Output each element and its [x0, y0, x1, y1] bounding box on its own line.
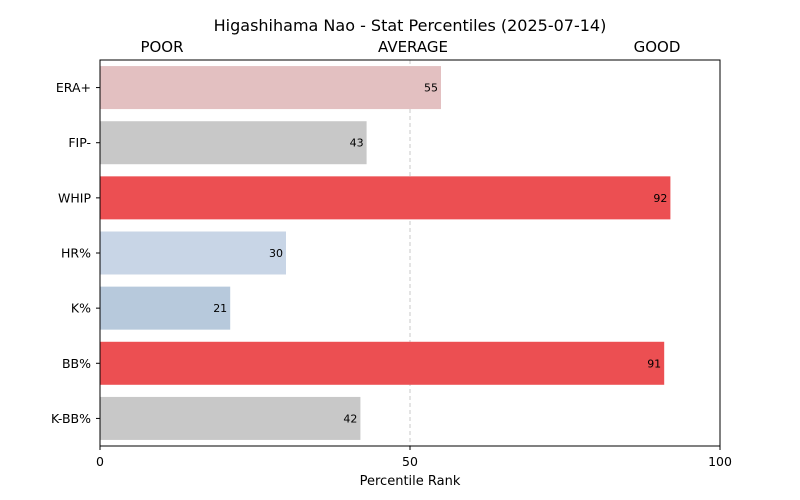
y-tick-label-BB%: BB% [62, 356, 91, 371]
zone-labels: POOR AVERAGE GOOD [140, 38, 680, 56]
data-label-K-BB%: 42 [343, 412, 357, 425]
bar-WHIP [100, 176, 671, 220]
x-axis-label: Percentile Rank [360, 474, 461, 489]
y-tick-label-HR%: HR% [61, 246, 91, 261]
zone-label-poor: POOR [140, 38, 183, 56]
x-tick-label-50: 50 [402, 454, 418, 469]
zone-label-average: AVERAGE [378, 38, 448, 56]
zone-label-good: GOOD [634, 38, 681, 56]
data-label-FIP-: 43 [350, 137, 364, 150]
bar-K-BB% [100, 396, 361, 440]
x-tick-label-0: 0 [96, 454, 104, 469]
y-tick-label-K%: K% [71, 301, 91, 316]
chart-title: Higashihama Nao - Stat Percentiles (2025… [214, 16, 607, 35]
data-label-BB%: 91 [647, 357, 661, 370]
plot-area: 55 ERA+ 43 FIP- 92 WHIP 30 HR% 21 K% 91 BB% 42 K-BB% 0… [51, 59, 732, 469]
bar-HR% [100, 231, 286, 275]
y-tick-label-FIP-: FIP- [68, 135, 91, 150]
y-tick-label-ERA+: ERA+ [56, 80, 91, 95]
bar-K% [100, 286, 231, 330]
y-tick-label-WHIP: WHIP [58, 190, 91, 205]
data-label-HR%: 30 [269, 247, 283, 260]
bar-BB% [100, 341, 665, 385]
x-tick-label-100: 100 [708, 454, 732, 469]
data-label-ERA+: 55 [424, 82, 438, 95]
data-label-K%: 21 [213, 302, 227, 315]
y-tick-label-K-BB%: K-BB% [51, 411, 91, 426]
bar-FIP- [100, 121, 367, 165]
bar-ERA+ [100, 66, 441, 110]
data-label-WHIP: 92 [653, 192, 667, 205]
